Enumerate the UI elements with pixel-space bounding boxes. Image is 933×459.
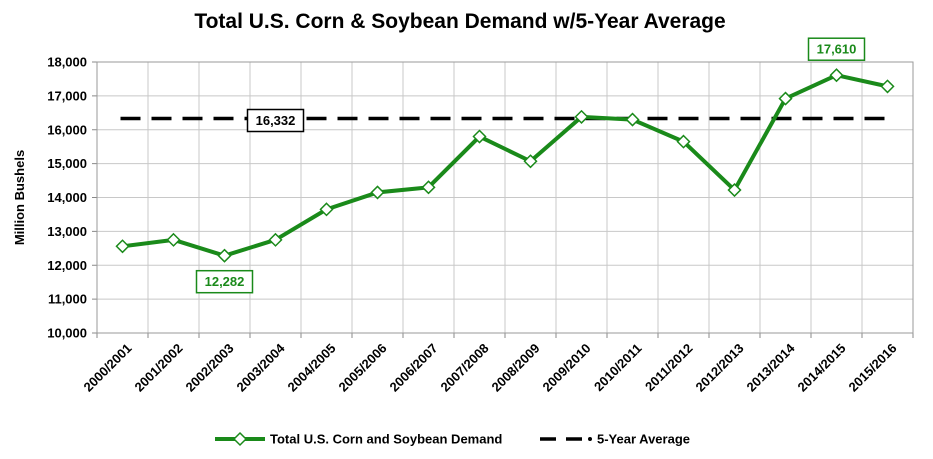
- x-tick-label: 2004/2005: [285, 341, 339, 395]
- data-point: [217, 248, 232, 263]
- y-tick-label: 12,000: [47, 258, 87, 273]
- x-tick-label: 2015/2016: [846, 341, 900, 395]
- data-point: [115, 239, 130, 254]
- data-point: [166, 232, 181, 247]
- x-tick-label: 2007/2008: [438, 341, 492, 395]
- x-tick-label: 2014/2015: [795, 341, 849, 395]
- x-tick-label: 2013/2014: [744, 340, 799, 395]
- legend: Total U.S. Corn and Soybean Demand 5-Year…: [215, 432, 690, 447]
- y-tick-label: 16,000: [47, 122, 87, 137]
- annotations: 12,282 17,610 16,332: [195, 37, 866, 294]
- y-tick-label: 11,000: [48, 292, 87, 307]
- x-tick-label: 2008/2009: [489, 341, 543, 395]
- y-axis-title: Million Bushels: [12, 150, 27, 245]
- data-point: [472, 129, 487, 144]
- y-tick-label: 17,000: [47, 88, 87, 103]
- x-tick-label: 2003/2004: [234, 340, 289, 395]
- data-point: [319, 202, 334, 217]
- y-tick-label: 10,000: [47, 326, 87, 341]
- x-tick-label: 2009/2010: [540, 341, 594, 395]
- data-point: [523, 154, 538, 169]
- annotation-box: [195, 269, 254, 294]
- annotation-label: 12,282: [205, 274, 245, 289]
- data-point: [727, 182, 742, 198]
- y-tick-label: 14,000: [47, 190, 87, 205]
- x-tick-label: 2006/2007: [387, 341, 441, 395]
- x-tick-label: 2012/2013: [693, 341, 747, 395]
- annotation-box: [807, 37, 866, 61]
- x-tick-label: 2002/2003: [183, 341, 237, 395]
- data-point: [421, 180, 436, 195]
- data-point: [370, 185, 385, 200]
- x-tick-label: 2001/2002: [132, 341, 186, 395]
- data-point: [829, 68, 844, 83]
- legend-demand-label: Total U.S. Corn and Soybean Demand: [270, 432, 502, 447]
- x-tick-label: 2000/2001: [81, 341, 135, 395]
- annotation-label: 17,610: [817, 42, 857, 57]
- legend-avg-dot: [588, 437, 592, 441]
- annotation-box: [246, 108, 305, 133]
- y-tick-label: 18,000: [47, 55, 87, 70]
- y-tick-label: 15,000: [47, 156, 87, 171]
- data-point: [625, 112, 640, 127]
- x-tick-label: 2005/2006: [336, 341, 390, 395]
- data-point: [676, 134, 691, 149]
- x-tick-label: 2011/2012: [642, 341, 696, 395]
- data-point: [268, 232, 283, 247]
- chart-title: Total U.S. Corn & Soybean Demand w/5-Yea…: [194, 10, 725, 33]
- demand-line: [122, 73, 888, 258]
- series-layer: [115, 68, 895, 263]
- plot-border: [96, 61, 914, 334]
- legend-avg-label: 5-Year Average: [597, 432, 690, 447]
- data-point: [778, 91, 793, 106]
- data-point: [574, 109, 589, 124]
- x-tick-label: 2010/2011: [591, 341, 645, 395]
- annotation-label: 16,332: [256, 113, 296, 128]
- legend-demand-marker: [232, 431, 248, 447]
- data-point: [880, 79, 895, 94]
- y-tick-label: 13,000: [47, 224, 87, 239]
